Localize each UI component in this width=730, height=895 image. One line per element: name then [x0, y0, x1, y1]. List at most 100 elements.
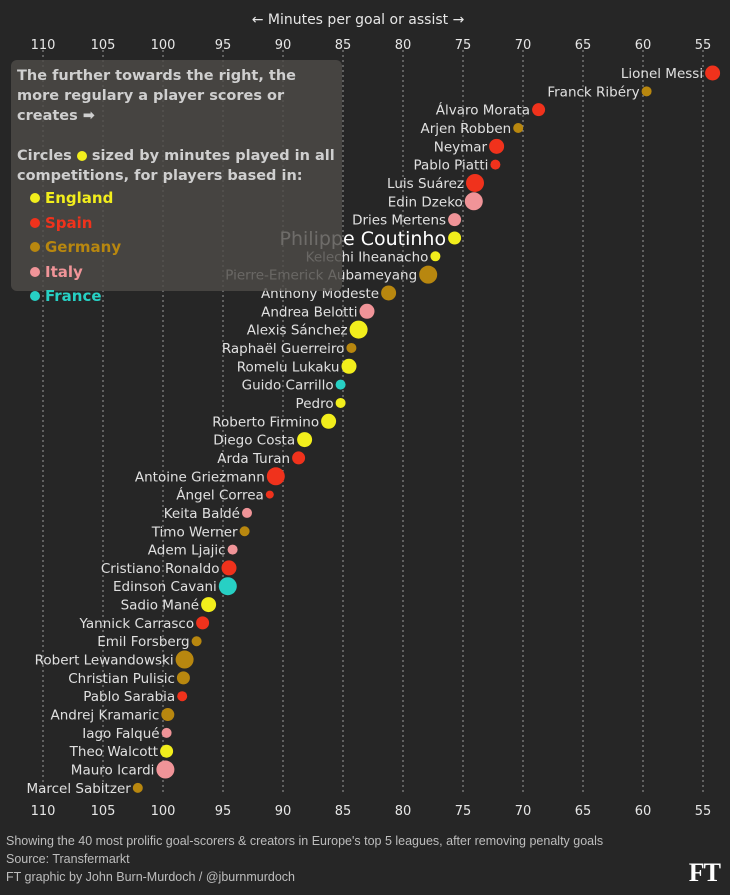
point-marker — [341, 358, 357, 374]
legend-dot-icon — [30, 242, 40, 252]
x-tick-label-top: 55 — [695, 38, 712, 53]
point-label: Pedro — [296, 396, 334, 412]
x-tick-label-bottom: 80 — [395, 804, 412, 819]
data-point: Andrea Belotti — [261, 303, 375, 320]
point-label: Iago Falqué — [82, 726, 159, 742]
x-tick-label-bottom: 75 — [455, 804, 472, 819]
point-marker — [175, 650, 194, 669]
x-axis-title: ← Minutes per goal or assist → — [252, 12, 465, 28]
point-marker — [464, 192, 483, 211]
x-tick-label-top: 90 — [275, 38, 292, 53]
x-tick-label-top: 70 — [515, 38, 532, 53]
point-label: Timo Werner — [151, 524, 238, 540]
footer: Showing the 40 most prolific goal-scorer… — [6, 832, 603, 886]
point-marker — [321, 413, 337, 429]
point-marker — [177, 691, 188, 702]
point-label: Guido Carrillo — [242, 378, 334, 394]
data-point: Edin Dzeko — [388, 192, 483, 211]
legend-item: Spain — [30, 211, 336, 236]
data-point: Diego Costa — [213, 432, 313, 449]
x-tick-label-top: 60 — [635, 38, 652, 53]
data-point: Robert Lewandowski — [35, 650, 194, 669]
point-marker — [335, 379, 346, 390]
point-label: Roberto Firmino — [212, 414, 319, 430]
x-tick-label-bottom: 55 — [695, 804, 712, 819]
point-label: Lionel Messi — [621, 66, 703, 82]
data-point: Alexis Sánchez — [247, 320, 368, 339]
footer-credit: FT graphic by John Burn-Murdoch / @jburn… — [6, 870, 295, 884]
point-marker — [161, 708, 175, 722]
x-tick-label-bottom: 100 — [151, 804, 176, 819]
data-point: Antoine Griezmann — [135, 467, 285, 486]
point-label: Franck Ribéry — [547, 84, 639, 100]
point-label: Mauro Icardi — [71, 763, 155, 779]
point-label: Luis Suárez — [387, 176, 464, 192]
point-label: Pablo Piatti — [414, 158, 489, 174]
legend-dot-icon — [30, 193, 40, 203]
point-label: Cristiano Ronaldo — [101, 561, 220, 577]
x-tick-label-top: 85 — [335, 38, 352, 53]
data-point: Romelu Lukaku — [237, 358, 357, 375]
x-tick-label-top: 80 — [395, 38, 412, 53]
data-point: Dries Mertens — [352, 213, 462, 229]
data-point: Álvaro Morata — [436, 102, 546, 119]
gridlines — [42, 50, 704, 795]
legend-dot-icon — [30, 291, 40, 301]
data-point: Luis Suárez — [387, 173, 484, 192]
point-label: Christian Pulisic — [68, 671, 175, 687]
point-label: Marcel Sabitzer — [26, 781, 131, 797]
data-point: Franck Ribéry — [547, 84, 652, 100]
x-tick-label-bottom: 110 — [31, 804, 56, 819]
point-label: Neymar — [434, 139, 488, 155]
point-marker — [705, 65, 721, 81]
point-label: Ángel Correa — [176, 487, 264, 504]
point-label: Romelu Lukaku — [237, 359, 340, 375]
data-point: Adem Ljajic — [148, 543, 238, 559]
legend-size-dot-icon — [76, 151, 87, 161]
point-marker — [218, 577, 237, 596]
legend-dot-icon — [30, 266, 40, 277]
point-marker — [161, 727, 172, 738]
x-tick-label-top: 65 — [575, 38, 592, 53]
data-point: Emil Forsberg — [97, 634, 202, 650]
point-marker — [430, 251, 441, 262]
data-point: Neymar — [434, 138, 505, 155]
data-point: Roberto Firmino — [212, 413, 337, 430]
point-marker — [196, 616, 210, 630]
x-tick-label-bottom: 90 — [275, 804, 292, 819]
point-marker — [489, 138, 505, 154]
legend-size-prefix: Circles — [17, 148, 72, 164]
point-marker — [201, 597, 217, 613]
data-point: Keita Baldé — [164, 506, 252, 522]
ft-logo: FT — [688, 858, 721, 887]
point-marker — [359, 303, 375, 319]
point-marker — [266, 467, 285, 486]
point-marker — [466, 173, 484, 192]
legend-label: Italy — [45, 262, 83, 281]
data-point: Edinson Cavani — [113, 577, 237, 596]
point-label: Arjen Robben — [420, 121, 511, 137]
point-label: Sadio Mané — [121, 598, 200, 614]
point-marker — [381, 285, 397, 301]
data-point: Arjen Robben — [420, 121, 524, 137]
legend-intro: The further towards the right, the more … — [17, 68, 296, 124]
x-tick-label-top: 75 — [455, 38, 472, 53]
point-marker — [346, 342, 357, 353]
legend-box: The further towards the right, the more … — [11, 60, 342, 305]
x-tick-label-top: 110 — [31, 38, 56, 53]
point-marker — [513, 122, 524, 133]
point-marker — [490, 159, 501, 170]
footer-source: Source: Transfermarkt — [6, 852, 130, 866]
point-marker — [532, 103, 546, 117]
legend-item: France — [30, 284, 336, 309]
point-marker — [292, 451, 306, 465]
x-tick-label-top: 105 — [91, 38, 116, 53]
point-label: Arda Turan — [217, 451, 290, 467]
data-point: Christian Pulisic — [68, 671, 190, 687]
point-marker — [160, 744, 174, 758]
x-tick-label-bottom: 85 — [335, 804, 352, 819]
point-label: Dries Mertens — [352, 213, 446, 229]
data-point: Andrej Kramaric — [51, 708, 175, 724]
data-point: Lionel Messi — [621, 65, 721, 82]
data-point: Iago Falqué — [82, 726, 172, 742]
